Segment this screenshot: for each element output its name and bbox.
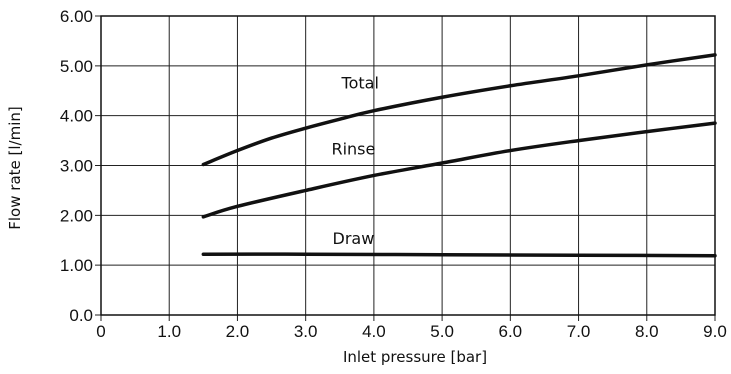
x-tick-label: 3.0: [294, 322, 318, 341]
y-tick-label: 3.00: [60, 157, 93, 176]
x-axis-ticks: 0 1.0 2.0 3.0 4.0 5.0 6.0 7.0 8.0 9.0: [96, 322, 727, 341]
y-axis-label: Flow rate [l/min]: [6, 106, 24, 229]
y-axis-ticks: 0.0 1.00 2.00 3.00 4.00 5.00 6.00: [60, 7, 93, 325]
y-tick-label: 4.00: [60, 107, 93, 126]
y-tick-label: 2.00: [60, 206, 93, 225]
x-tick-label: 1.0: [157, 322, 181, 341]
x-tick-label: 6.0: [499, 322, 523, 341]
y-tick-label: 1.00: [60, 256, 93, 275]
series-lines: [201, 53, 717, 258]
x-tick-label: 4.0: [362, 322, 386, 341]
x-tick-label: 8.0: [635, 322, 659, 341]
y-tick-label: 6.00: [60, 7, 93, 26]
series-labels: Total Rinse Draw: [331, 73, 378, 248]
series-label-rinse: Rinse: [331, 140, 375, 159]
x-tick-label: 7.0: [567, 322, 591, 341]
x-tick-label: 0: [96, 322, 105, 341]
series-line-total: [201, 53, 717, 167]
x-tick-label: 9.0: [703, 322, 727, 341]
x-tick-label: 2.0: [226, 322, 250, 341]
series-line-rinse: [201, 121, 717, 219]
series-label-total: Total: [341, 73, 379, 92]
x-tick-label: 5.0: [430, 322, 454, 341]
y-tick-label: 0.0: [69, 306, 93, 325]
series-label-draw: Draw: [333, 229, 375, 248]
plot-frame: [100, 15, 716, 316]
y-tick-label: 5.00: [60, 57, 93, 76]
x-axis-label: Inlet pressure [bar]: [343, 348, 487, 366]
series-line-draw: [201, 252, 717, 258]
